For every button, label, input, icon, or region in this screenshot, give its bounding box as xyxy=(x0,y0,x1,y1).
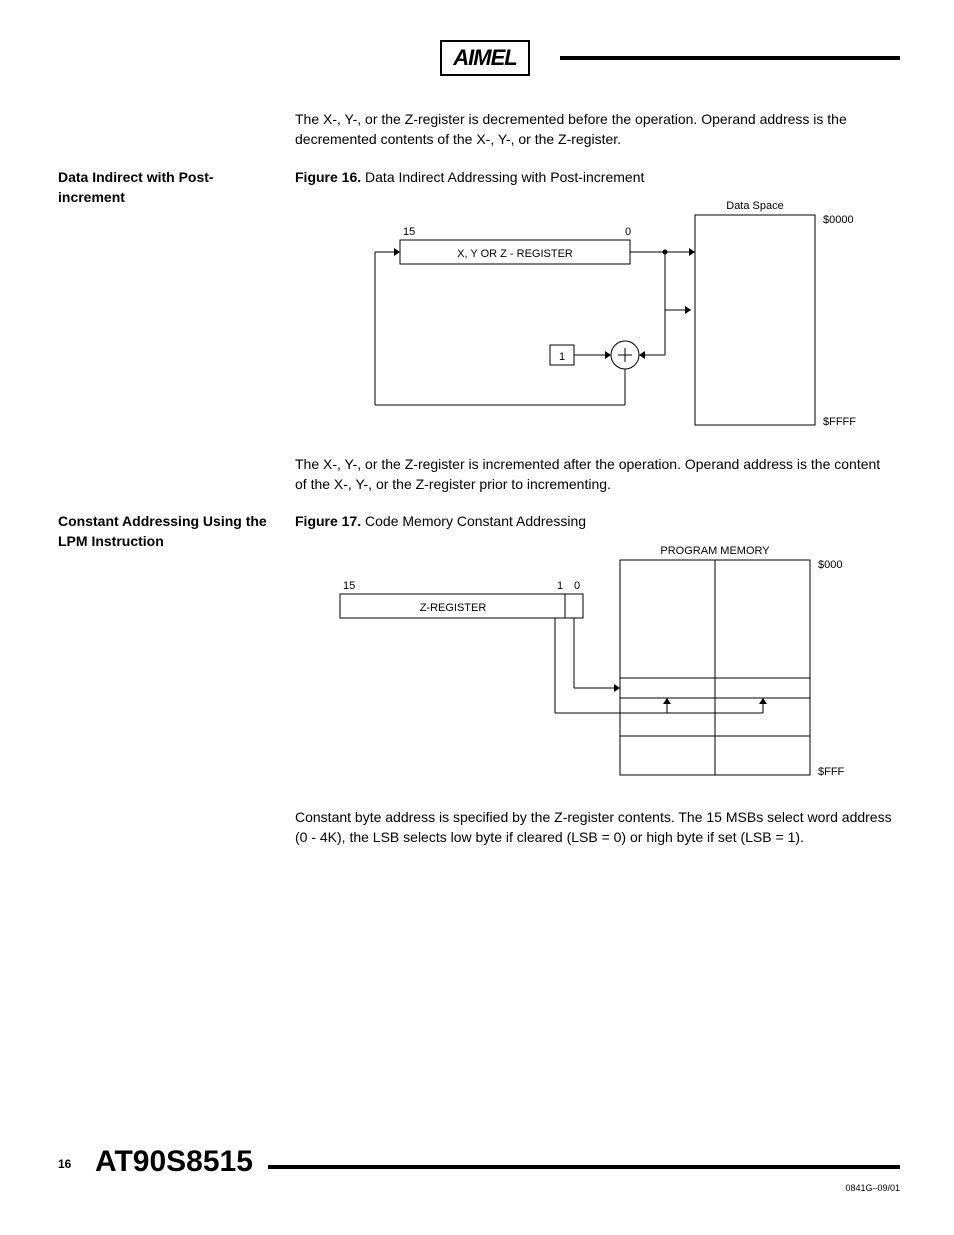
figure17-label: Figure 17. xyxy=(295,513,361,529)
data-space-label: Data Space xyxy=(726,200,783,212)
page-header: AIMEL xyxy=(0,40,954,80)
figure16-title: Data Indirect Addressing with Post-incre… xyxy=(365,169,644,185)
z-register-label: Z-REGISTER xyxy=(420,602,487,614)
document-id: 0841G–09/01 xyxy=(845,1182,900,1195)
bit15: 15 xyxy=(403,226,415,238)
figure16-label: Figure 16. xyxy=(295,169,361,185)
bit1: 1 xyxy=(557,580,563,592)
post-increment-description: The X-, Y-, or the Z-register is increme… xyxy=(295,455,895,494)
bit0-2: 0 xyxy=(574,580,580,592)
vendor-logo-text: AIMEL xyxy=(453,43,516,74)
program-memory-label: PROGRAM MEMORY xyxy=(660,545,770,557)
increment-one: 1 xyxy=(559,351,565,363)
figure17-diagram: PROGRAM MEMORY $000 $FFF 15 1 0 Z-REGIST… xyxy=(295,538,895,798)
page-footer: 16 AT90S8515 0841G–09/01 xyxy=(0,1145,954,1205)
bit15-2: 15 xyxy=(343,580,355,592)
addr-top-2: $000 xyxy=(818,559,842,571)
bit0: 0 xyxy=(625,226,631,238)
figure16-caption: Figure 16. Data Indirect Addressing with… xyxy=(295,168,895,188)
figure17-caption: Figure 17. Code Memory Constant Addressi… xyxy=(295,512,895,532)
addr-bottom-2: $FFF xyxy=(818,766,845,778)
addr-bottom: $FFFF xyxy=(823,416,856,428)
header-rule xyxy=(560,56,900,60)
footer-rule xyxy=(268,1165,900,1169)
page-number: 16 xyxy=(58,1156,71,1173)
section-heading-lpm: Constant Addressing Using the LPM Instru… xyxy=(58,512,278,551)
addr-top: $0000 xyxy=(823,214,854,226)
section-heading-post-increment: Data Indirect with Post-increment xyxy=(58,168,268,207)
lpm-description: Constant byte address is specified by th… xyxy=(295,808,895,847)
intro-paragraph: The X-, Y-, or the Z-register is decreme… xyxy=(295,110,895,149)
document-title: AT90S8515 xyxy=(95,1141,253,1183)
figure17-title: Code Memory Constant Addressing xyxy=(365,513,586,529)
register-label: X, Y OR Z - REGISTER xyxy=(457,248,573,260)
vendor-logo: AIMEL xyxy=(440,40,530,76)
figure16-diagram: Data Space $0000 $FFFF 15 0 X, Y OR Z - … xyxy=(295,195,895,435)
